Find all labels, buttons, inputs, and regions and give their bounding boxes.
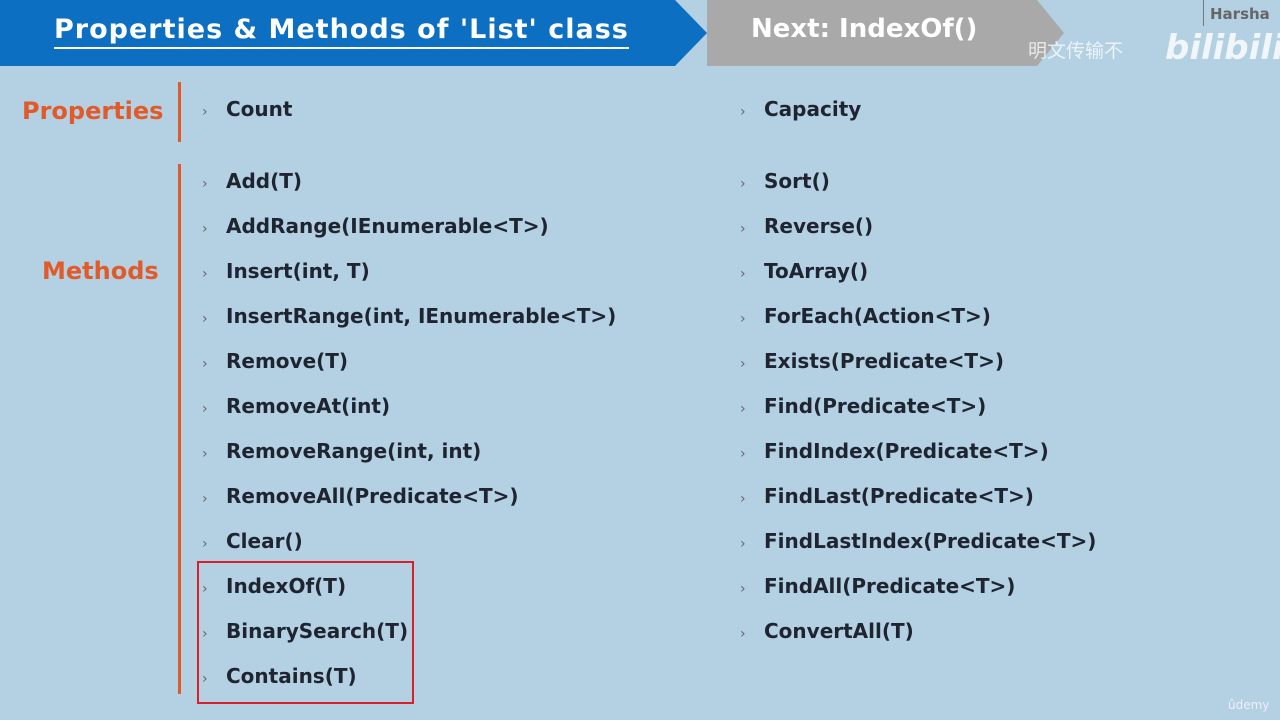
chevron-right-icon: › (740, 176, 746, 192)
methods-heading: Methods (42, 257, 159, 285)
item-label: BinarySearch(T) (226, 619, 409, 643)
chevron-right-icon: › (202, 626, 208, 642)
list-item: › ConvertAll(T) (740, 616, 914, 646)
title-banner (0, 0, 707, 66)
list-item: › Find(Predicate<T>) (740, 391, 986, 421)
list-item: › ForEach(Action<T>) (740, 301, 991, 331)
list-item: › FindIndex(Predicate<T>) (740, 436, 1049, 466)
chevron-right-icon: › (202, 401, 208, 417)
chevron-right-icon: › (202, 311, 208, 327)
item-label: Reverse() (764, 214, 874, 238)
list-item: › RemoveAt(int) (202, 391, 390, 421)
chevron-right-icon: › (202, 671, 208, 687)
item-label: RemoveAt(int) (226, 394, 391, 418)
item-label: ToArray() (764, 259, 869, 283)
page-title: Properties & Methods of 'List' class (54, 13, 629, 49)
item-label: RemoveAll(Predicate<T>) (226, 484, 519, 508)
item-label: Find(Predicate<T>) (764, 394, 987, 418)
list-item: › IndexOf(T) (202, 571, 346, 601)
list-item: › Count (202, 94, 292, 124)
properties-divider (178, 82, 181, 142)
list-item: › FindLast(Predicate<T>) (740, 481, 1034, 511)
list-item: › Capacity (740, 94, 861, 124)
item-label: Contains(T) (226, 664, 357, 688)
chevron-right-icon: › (740, 581, 746, 597)
list-item: › FindAll(Predicate<T>) (740, 571, 1015, 601)
list-item: › Exists(Predicate<T>) (740, 346, 1004, 376)
chevron-right-icon: › (740, 356, 746, 372)
item-label: ForEach(Action<T>) (764, 304, 991, 328)
item-label: AddRange(IEnumerable<T>) (226, 214, 549, 238)
item-label: Capacity (764, 97, 862, 121)
list-item: › FindLastIndex(Predicate<T>) (740, 526, 1096, 556)
item-label: InsertRange(int, IEnumerable<T>) (226, 304, 617, 328)
chevron-right-icon: › (740, 446, 746, 462)
watermark-text: 明文传输不 (1028, 40, 1124, 62)
list-item: › InsertRange(int, IEnumerable<T>) (202, 301, 616, 331)
chevron-right-icon: › (740, 401, 746, 417)
list-item: › BinarySearch(T) (202, 616, 408, 646)
list-item: › Contains(T) (202, 661, 357, 691)
list-item: › Sort() (740, 166, 830, 196)
chevron-right-icon: › (740, 311, 746, 327)
list-item: › Remove(T) (202, 346, 348, 376)
chevron-right-icon: › (740, 536, 746, 552)
item-label: FindLastIndex(Predicate<T>) (764, 529, 1097, 553)
chevron-right-icon: › (202, 176, 208, 192)
author-label: Harsha (1203, 0, 1270, 26)
list-item: › RemoveRange(int, int) (202, 436, 481, 466)
next-banner: Next: IndexOf() (707, 0, 1064, 66)
item-label: Count (226, 97, 293, 121)
udemy-logo: ûdemy (1228, 698, 1270, 712)
item-label: Remove(T) (226, 349, 349, 373)
methods-divider (178, 164, 181, 694)
item-label: RemoveRange(int, int) (226, 439, 482, 463)
list-item: › Add(T) (202, 166, 302, 196)
item-label: FindLast(Predicate<T>) (764, 484, 1034, 508)
item-label: IndexOf(T) (226, 574, 347, 598)
next-label: Next: IndexOf() (751, 14, 978, 44)
list-item: › RemoveAll(Predicate<T>) (202, 481, 519, 511)
chevron-right-icon: › (740, 266, 746, 282)
chevron-right-icon: › (202, 266, 208, 282)
list-item: › Clear() (202, 526, 303, 556)
item-label: Insert(int, T) (226, 259, 370, 283)
list-item: › Insert(int, T) (202, 256, 370, 286)
item-label: FindAll(Predicate<T>) (764, 574, 1016, 598)
properties-heading: Properties (22, 97, 164, 125)
chevron-right-icon: › (202, 491, 208, 507)
item-label: ConvertAll(T) (764, 619, 914, 643)
chevron-right-icon: › (202, 536, 208, 552)
list-item: › AddRange(IEnumerable<T>) (202, 211, 549, 241)
list-item: › ToArray() (740, 256, 868, 286)
item-label: Exists(Predicate<T>) (764, 349, 1004, 373)
chevron-right-icon: › (202, 104, 208, 120)
chevron-right-icon: › (202, 581, 208, 597)
highlight-box (197, 561, 414, 704)
chevron-right-icon: › (740, 626, 746, 642)
chevron-right-icon: › (740, 491, 746, 507)
chevron-right-icon: › (202, 221, 208, 237)
list-item: › Reverse() (740, 211, 873, 241)
chevron-right-icon: › (740, 221, 746, 237)
bilibili-logo: bilibili (1165, 28, 1280, 68)
item-label: FindIndex(Predicate<T>) (764, 439, 1049, 463)
item-label: Sort() (764, 169, 830, 193)
chevron-right-icon: › (740, 104, 746, 120)
item-label: Add(T) (226, 169, 303, 193)
item-label: Clear() (226, 529, 303, 553)
chevron-right-icon: › (202, 446, 208, 462)
chevron-right-icon: › (202, 356, 208, 372)
